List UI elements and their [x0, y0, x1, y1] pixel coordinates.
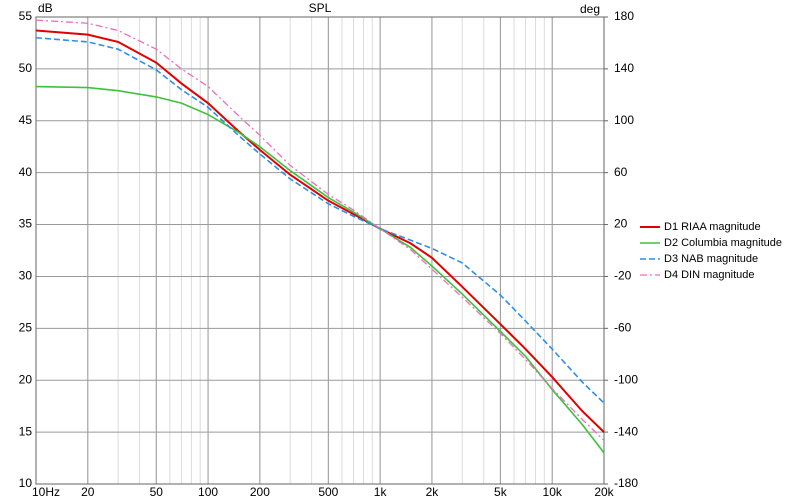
y-tick-label: 20	[19, 372, 33, 386]
y-tick-label: 50	[19, 61, 33, 75]
y-tick-label: 15	[19, 424, 33, 438]
legend: D1 RIAA magnitude D2 Columbia magnitude D3…	[640, 221, 782, 281]
x-tick-label: 100	[198, 485, 218, 499]
series-line	[35, 36, 605, 404]
legend-label: D2 Columbia magnitude	[664, 237, 782, 249]
x-tick-label: 20	[81, 485, 95, 499]
y2-tick-label: -180	[614, 476, 638, 490]
y-tick-label: 30	[19, 269, 33, 283]
y-tick-label: 55	[19, 9, 33, 23]
y2-unit: deg	[580, 2, 600, 16]
legend-label: D3 NAB magnitude	[664, 253, 758, 265]
x-tick-label: 50	[150, 485, 164, 499]
x-tick-label: 20k	[594, 485, 614, 499]
y2-tick-label: 60	[614, 165, 628, 179]
y-tick-label: 40	[19, 165, 33, 179]
y2-tick-label: 100	[614, 113, 634, 127]
series-line	[35, 85, 605, 454]
y2-tick-label: -100	[614, 372, 638, 386]
y-tick-label: 45	[19, 113, 33, 127]
y-unit: dB	[38, 1, 53, 15]
legend-label: D1 RIAA magnitude	[664, 221, 761, 233]
x-tick-label: 10k	[543, 485, 563, 499]
series-line	[35, 29, 605, 433]
y2-tick-label: 180	[614, 9, 634, 23]
y2-tick-label: -20	[614, 269, 632, 283]
plot-frame	[35, 16, 605, 485]
y2-tick-label: -140	[614, 424, 638, 438]
plot-area	[36, 17, 604, 484]
x-tick-label: 200	[250, 485, 270, 499]
x-tick-label: 500	[318, 485, 338, 499]
y2-tick-label: -60	[614, 321, 632, 335]
chart-title: SPL	[309, 1, 332, 15]
y-tick-label: 10	[19, 476, 33, 490]
series-line	[35, 19, 605, 441]
y2-tick-label: 20	[614, 217, 628, 231]
y2-tick-label: 140	[614, 61, 634, 75]
y-tick-label: 35	[19, 217, 33, 231]
y-tick-label: 25	[19, 321, 33, 335]
x-tick-label: 1k	[374, 485, 388, 499]
x-tick-label: 10Hz	[32, 485, 60, 499]
x-tick-label: 2k	[426, 485, 440, 499]
legend-label: D4 DIN magnitude	[664, 269, 755, 281]
x-tick-label: 5k	[494, 485, 508, 499]
